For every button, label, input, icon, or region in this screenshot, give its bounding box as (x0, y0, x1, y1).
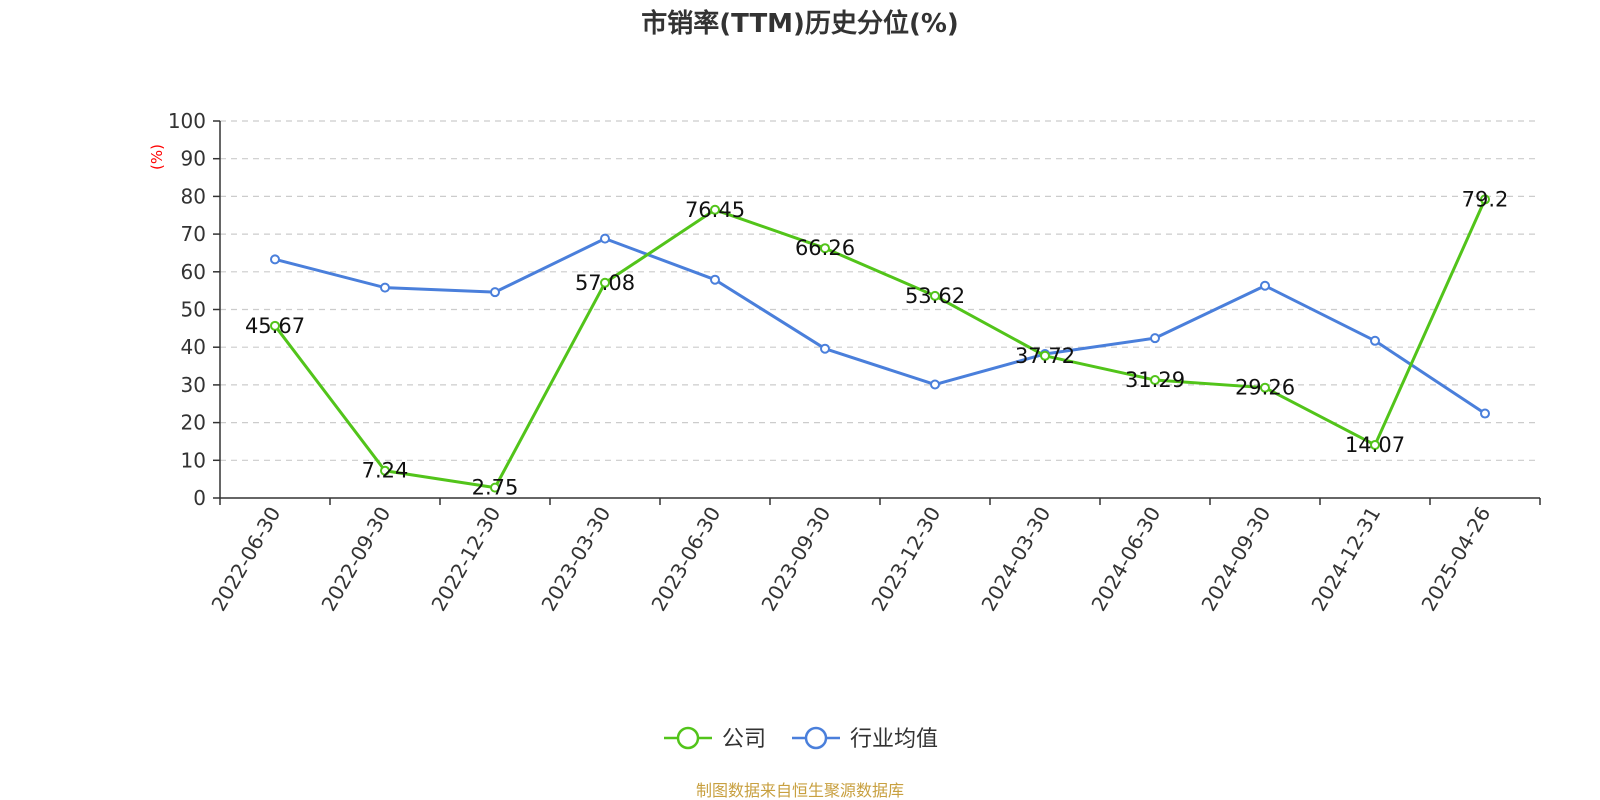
data-label: 37.72 (1015, 344, 1075, 368)
data-label: 66.26 (795, 236, 855, 260)
x-tick-label: 2024-09-30 (1196, 503, 1275, 616)
series-point (380, 282, 390, 293)
series-point (1260, 382, 1270, 393)
series-point (270, 320, 280, 331)
data-label: 45.67 (245, 314, 305, 338)
series-point (710, 204, 720, 215)
series-point (930, 290, 940, 301)
series-point (270, 254, 280, 265)
series-line-0 (273, 198, 1487, 490)
x-tick-label: 2022-06-30 (206, 503, 285, 616)
y-tick-label: 80 (181, 184, 206, 208)
series-point (1260, 280, 1270, 291)
x-tick-label: 2025-04-26 (1416, 503, 1495, 616)
data-label: 57.08 (575, 271, 635, 295)
series-point (490, 482, 500, 493)
series-point (1480, 194, 1490, 205)
y-tick-label: 40 (181, 335, 206, 359)
y-tick-label: 20 (181, 411, 206, 435)
series-point (1040, 350, 1050, 361)
series-point (930, 379, 940, 390)
legend-marker (676, 726, 700, 750)
data-label: 14.07 (1345, 433, 1405, 457)
x-tick-label: 2022-09-30 (316, 503, 395, 616)
y-tick-label: 30 (181, 373, 206, 397)
data-label: 76.45 (685, 198, 745, 222)
y-tick-label: 90 (181, 147, 206, 171)
series-point (1150, 375, 1160, 386)
source-note: 制图数据来自恒生聚源数据库 (696, 781, 904, 800)
x-tick-label: 2023-03-30 (536, 503, 615, 616)
series-point (820, 243, 830, 254)
series-point (1370, 335, 1380, 346)
data-label: 79.2 (1462, 187, 1509, 211)
x-tick-label: 2023-06-30 (646, 503, 725, 616)
series-point (1480, 408, 1490, 419)
y-tick-label: 100 (168, 109, 206, 133)
x-tick-label: 2023-12-30 (866, 503, 945, 616)
series-point (820, 343, 830, 354)
x-tick-label: 2024-06-30 (1086, 503, 1165, 616)
legend[interactable]: 公司 行业均值 (664, 726, 938, 752)
data-labels: 45.67 7.24 2.75 57.08 76.45 66.26 53.62 37.72 31… (245, 187, 1508, 499)
x-tick-label: 2024-03-30 (976, 503, 1055, 616)
legend-marker (804, 726, 828, 750)
y-tick-label: 10 (181, 448, 206, 472)
legend-label: 行业均值 (850, 727, 938, 752)
series-point (600, 233, 610, 244)
data-label: 53.62 (905, 284, 965, 308)
axes: 0 10 20 30 40 50 60 70 80 90 100 2022-06-30 2022-09-… (168, 109, 1541, 616)
y-tick-label: 60 (181, 260, 206, 284)
series-point (1150, 333, 1160, 344)
series-point (1370, 439, 1380, 450)
legend-label: 公司 (722, 727, 766, 752)
series-point (380, 465, 390, 476)
y-tick-label: 0 (193, 486, 206, 510)
series-lines (270, 194, 1490, 493)
series-point (490, 287, 500, 298)
y-tick-label: 70 (181, 222, 206, 246)
legend-item-1[interactable]: 行业均值 (792, 726, 938, 752)
x-tick-label: 2023-09-30 (756, 503, 835, 616)
data-label: 2.75 (472, 476, 519, 500)
data-label: 29.26 (1235, 376, 1295, 400)
chart-title: 市销率(TTM)历史分位(%) (641, 8, 959, 39)
y-tick-label: 50 (181, 298, 206, 322)
legend-item-0[interactable]: 公司 (664, 726, 766, 752)
data-label: 7.24 (362, 459, 409, 483)
x-tick-label: 2022-12-30 (426, 503, 505, 616)
series-point (710, 274, 720, 285)
data-label: 31.29 (1125, 368, 1185, 392)
y-axis-unit-label: (%) (148, 144, 166, 170)
series-point (600, 277, 610, 288)
grid-lines (220, 120, 1540, 461)
x-tick-label: 2024-12-31 (1306, 503, 1385, 616)
series-line-1 (274, 237, 1486, 415)
